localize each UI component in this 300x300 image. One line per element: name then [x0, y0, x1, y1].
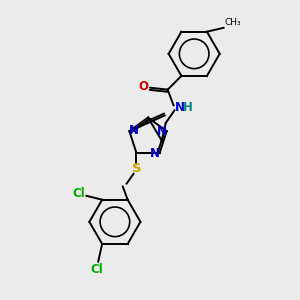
Text: CH₃: CH₃ — [225, 18, 241, 27]
Text: Cl: Cl — [72, 187, 85, 200]
Text: H: H — [182, 101, 192, 114]
Text: N: N — [175, 101, 184, 114]
Text: N: N — [129, 124, 139, 137]
Text: Cl: Cl — [91, 263, 103, 276]
Text: O: O — [138, 80, 148, 93]
Text: N: N — [150, 147, 160, 160]
Text: S: S — [132, 162, 141, 175]
Text: N: N — [157, 125, 167, 138]
